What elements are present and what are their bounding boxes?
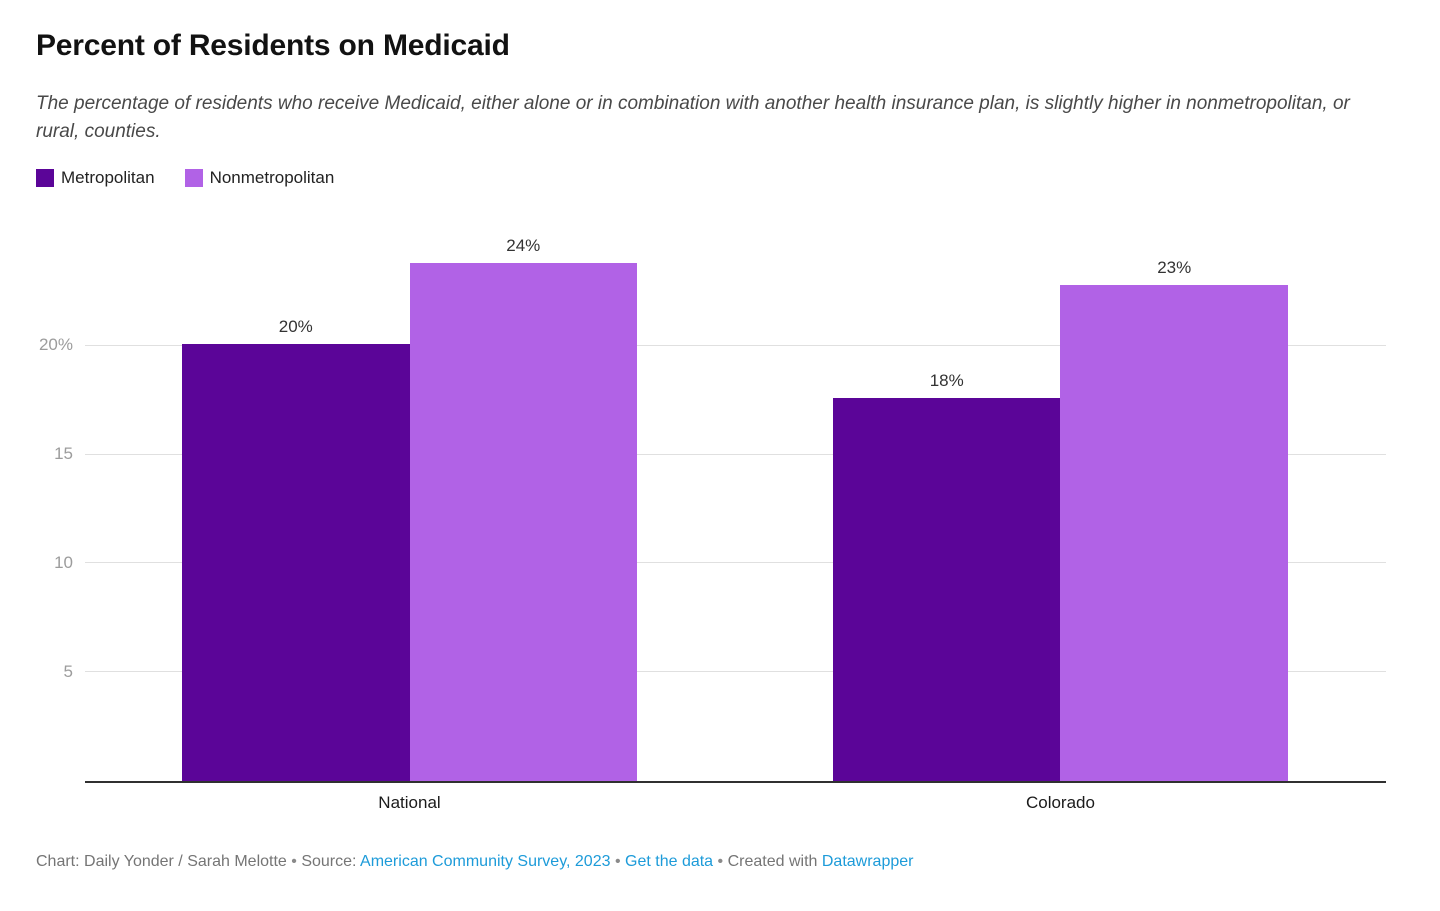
y-tick-label-10: 10 [54,552,73,572]
bar-chart: 5 10 15 20% 20% 24% 18% 23% National Colorado [36,236,1404,813]
y-tick-label-5: 5 [63,661,73,681]
chart-credit: Chart: Daily Yonder / Sarah Melotte [36,853,287,870]
legend-item-nonmetropolitan: Nonmetropolitan [184,168,335,188]
bar-colorado-nonmetropolitan[interactable]: 23% [1060,258,1288,781]
legend: Metropolitan Nonmetropolitan [36,168,1404,188]
value-label-colorado-nonmetropolitan: 23% [1157,257,1192,277]
plot-area: 5 10 15 20% 20% 24% 18% 23% [39,236,1386,783]
bar-group-national: 20% 24% [182,236,637,781]
bullet-separator: • [291,853,297,870]
y-tick-label-15: 15 [54,444,73,464]
source-label: Source: [301,853,357,870]
gridline-5: 5 [64,662,1386,681]
legend-label-metropolitan: Metropolitan [61,168,155,187]
bar-national-nonmetropolitan[interactable]: 24% [409,236,637,781]
value-label-national-nonmetropolitan: 24% [506,236,541,256]
created-with-label: Created with [727,853,818,870]
legend-label-nonmetropolitan: Nonmetropolitan [209,168,335,187]
value-label-national-metropolitan: 20% [278,316,313,336]
gridline-10: 10 [54,553,1386,572]
value-label-colorado-metropolitan: 18% [929,371,964,391]
bar-group-colorado: 18% 23% [832,237,1288,781]
bullet-separator: • [614,853,621,870]
y-tick-label-20: 20% [38,335,73,355]
legend-item-metropolitan: Metropolitan [36,168,155,188]
bullet-separator: • [717,853,724,870]
x-label-national: National [378,793,441,812]
bar-national-metropolitan[interactable]: 20% [182,317,410,781]
gridline-15: 15 [54,444,1386,463]
gridline-20: 20% [39,335,1386,354]
bar-colorado-metropolitan[interactable]: 18% [832,371,1061,781]
legend-swatch-nonmetropolitan [184,169,203,187]
source-link[interactable]: American Community Survey, 2023 [360,853,611,870]
chart-title: Percent of Residents on Medicaid [36,29,510,62]
legend-swatch-metropolitan [36,169,54,187]
x-axis-labels: National Colorado [85,783,1386,813]
x-label-colorado: Colorado [1025,793,1095,812]
footer: Chart: Daily Yonder / Sarah Melotte • So… [36,853,1404,871]
datawrapper-link[interactable]: Datawrapper [821,853,914,870]
chart-subtitle: The percentage of residents who receive … [36,93,1350,142]
get-the-data-link[interactable]: Get the data [625,853,714,870]
